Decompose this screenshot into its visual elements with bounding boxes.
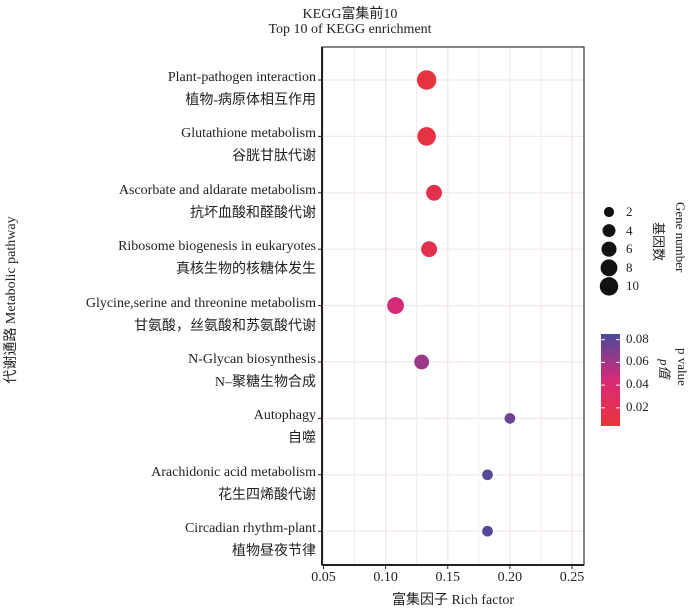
y-tick-label-zh: 花生四烯酸代谢 bbox=[218, 487, 316, 503]
y-tick-label-en: Circadian rhythm-plant bbox=[184, 521, 316, 537]
data-point bbox=[387, 297, 404, 315]
data-point bbox=[421, 241, 438, 258]
size-legend-title-zh: 基因数 bbox=[651, 222, 666, 262]
size-legend-dot bbox=[601, 241, 617, 257]
size-legend-dot bbox=[600, 259, 618, 277]
color-legend-label: 0.02 bbox=[626, 398, 649, 414]
y-tick-label-en: Ascorbate and aldarate metabolism bbox=[118, 182, 316, 198]
size-legend-dot bbox=[602, 224, 616, 238]
data-point bbox=[416, 70, 437, 90]
color-legend-label: 0.06 bbox=[626, 353, 649, 369]
size-legend-label: 2 bbox=[626, 204, 633, 219]
y-tick-label-en: N-Glycan biosynthesis bbox=[188, 352, 316, 367]
color-legend-label: 0.08 bbox=[626, 330, 649, 346]
y-tick-label-zh: 真核生物的核糖体发生 bbox=[176, 262, 316, 278]
y-tick-label-zh: 植物-病原体相互作用 bbox=[185, 93, 316, 108]
y-tick-label-en: Glycine,serine and threonine metabolism bbox=[85, 295, 316, 311]
y-tick-label-zh: 谷胱甘肽代谢 bbox=[232, 149, 316, 165]
y-tick-label-zh: N–聚糖生物合成 bbox=[214, 375, 316, 390]
x-tick-label: 0.15 bbox=[435, 570, 461, 585]
x-tick-label: 0.25 bbox=[559, 570, 585, 585]
size-legend-label: 10 bbox=[626, 278, 639, 294]
size-legend-label: 6 bbox=[626, 241, 633, 257]
color-bar bbox=[601, 334, 620, 426]
y-tick-label-zh: 抗坏血酸和醛酸代谢 bbox=[190, 205, 316, 221]
y-tick-label-en: Autophagy bbox=[253, 408, 316, 424]
data-point bbox=[482, 525, 493, 537]
y-tick-label-zh: 植物昼夜节律 bbox=[232, 544, 316, 560]
x-tick-label: 0.20 bbox=[497, 570, 523, 585]
color-legend-title-zh: p值 bbox=[657, 359, 672, 379]
color-legend-label: 0.04 bbox=[626, 376, 649, 392]
data-point bbox=[414, 354, 430, 370]
data-point bbox=[504, 413, 516, 424]
y-tick-label-zh: 自噬 bbox=[288, 431, 316, 447]
size-legend-dot bbox=[603, 206, 615, 218]
size-legend-dot bbox=[599, 277, 619, 296]
size-legend-label: 8 bbox=[626, 259, 633, 275]
y-tick-label-en: Plant-pathogen interaction bbox=[167, 70, 316, 85]
chart-title: KEGG富集前10 bbox=[302, 7, 398, 22]
y-tick-label-en: Arachidonic acid metabolism bbox=[151, 464, 316, 480]
size-legend-label: 4 bbox=[626, 222, 633, 238]
size-legend-title-en: Gene number bbox=[673, 202, 688, 273]
chart-subtitle: Top 10 of KEGG enrichment bbox=[268, 22, 432, 37]
color-legend-title-en: p value bbox=[675, 348, 690, 386]
y-tick-label-zh: 甘氨酸，丝氨酸和苏氨酸代谢 bbox=[134, 318, 316, 334]
y-tick-label-en: Glutathione metabolism bbox=[181, 126, 316, 142]
data-point bbox=[482, 469, 493, 481]
data-point bbox=[426, 184, 443, 201]
x-tick-label: 0.05 bbox=[311, 570, 336, 585]
data-point bbox=[417, 127, 436, 146]
y-tick-label-en: Ribosome biogenesis in eukaryotes bbox=[118, 239, 316, 255]
x-tick-label: 0.10 bbox=[373, 570, 398, 585]
x-axis-label: 富集因子 Rich factor bbox=[391, 593, 515, 608]
